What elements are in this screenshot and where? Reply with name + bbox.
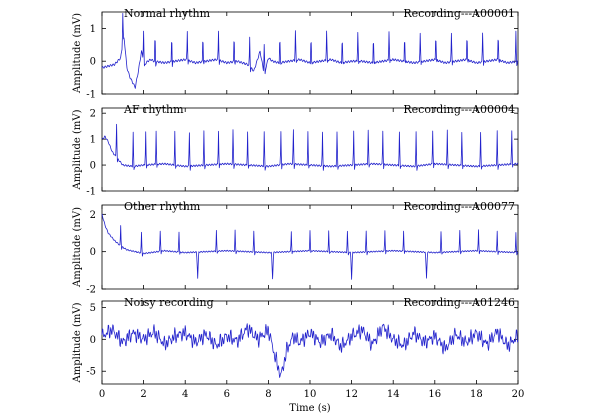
- y-tick-label: 2: [90, 109, 96, 120]
- x-tick-label: 2: [140, 389, 146, 400]
- panel-4-frame: [101, 300, 519, 385]
- x-tick-label: 0: [99, 389, 105, 400]
- y-tick-label: 0: [90, 247, 96, 258]
- x-tick-label: 4: [182, 389, 188, 400]
- panel-1-frame: [101, 11, 519, 95]
- y-axis-label: Amplitude (mV): [72, 207, 83, 288]
- x-tick-label: 20: [512, 389, 525, 400]
- x-tick-label: 12: [345, 389, 358, 400]
- y-tick-label: 2: [90, 210, 96, 221]
- y-axis-label: Amplitude (mV): [72, 13, 83, 94]
- y-tick-label: 0: [90, 161, 96, 172]
- y-axis-label: Amplitude (mV): [72, 109, 83, 190]
- x-tick-label: 6: [224, 389, 230, 400]
- panel-1-ecg-trace: [101, 12, 519, 89]
- y-tick-label: 1: [90, 135, 96, 146]
- y-tick-label: 5: [90, 303, 96, 314]
- recording-id: Recording---A01246: [403, 296, 515, 309]
- panel-title: Other rhythm: [124, 200, 201, 213]
- y-tick-label: 0: [90, 57, 96, 68]
- panel-3-frame: [101, 204, 519, 290]
- recording-id: Recording---A00004: [403, 103, 515, 116]
- panel-title: Noisy recording: [124, 296, 214, 309]
- x-tick-label: 8: [265, 389, 271, 400]
- recording-id: Recording---A00077: [403, 200, 515, 213]
- panel-title: Normal rhythm: [124, 7, 211, 20]
- panel-title: AF rhythm: [123, 103, 184, 116]
- recording-id: Recording---A00001: [403, 7, 515, 20]
- x-tick-label: 16: [428, 389, 441, 400]
- y-tick-label: -1: [86, 187, 96, 198]
- y-tick-label: -2: [86, 285, 96, 296]
- x-tick-label: 14: [387, 389, 400, 400]
- panel-4-ecg-trace: [101, 323, 519, 378]
- y-axis-label: Amplitude (mV): [72, 302, 83, 383]
- x-tick-label: 10: [304, 389, 317, 400]
- x-axis-label: Time (s): [289, 403, 330, 414]
- y-tick-label: 0: [90, 335, 96, 346]
- y-tick-label: -1: [86, 90, 96, 101]
- y-tick-label: 1: [90, 24, 96, 35]
- panel-2-frame: [101, 107, 519, 192]
- x-tick-label: 18: [470, 389, 483, 400]
- y-tick-label: -5: [86, 367, 96, 378]
- panel-2-ecg-trace: [101, 123, 519, 171]
- panel-3-ecg-trace: [101, 213, 519, 280]
